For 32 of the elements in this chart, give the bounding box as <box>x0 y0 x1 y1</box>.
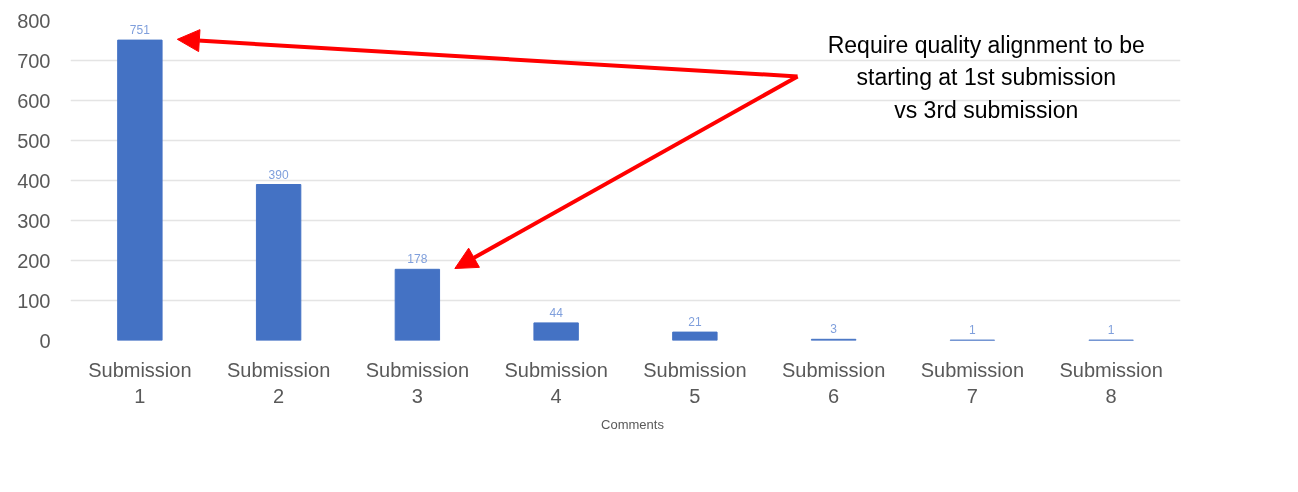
data-label: 390 <box>268 167 289 182</box>
data-label: 178 <box>407 252 428 267</box>
data-label: 3 <box>830 322 838 337</box>
y-tick-label: 500 <box>17 129 51 152</box>
data-label: 44 <box>549 305 564 320</box>
y-tick-label: 700 <box>17 49 51 72</box>
x-tick-label: Submission 4 <box>504 358 608 407</box>
bar <box>672 331 718 341</box>
y-tick-label: 100 <box>17 289 51 312</box>
bar <box>255 184 302 341</box>
data-label: 21 <box>688 315 702 330</box>
x-tick-label: Submission 7 <box>920 358 1025 407</box>
x-tick-label: Submission 8 <box>1059 358 1163 407</box>
text: Comments <box>601 416 664 432</box>
bar <box>394 268 441 341</box>
y-tick-label: 300 <box>17 209 51 232</box>
y-tick-label: 600 <box>17 89 51 112</box>
data-label: 1 <box>1107 323 1115 338</box>
y-tick-label: 200 <box>17 249 51 272</box>
y-tick-label: 0 <box>39 329 51 352</box>
y-tick-label: 400 <box>17 169 51 192</box>
data-label: 751 <box>129 23 151 38</box>
bar <box>117 39 163 341</box>
x-tick-label: Submission 6 <box>781 358 886 407</box>
x-tick-label: Submission 3 <box>365 358 470 407</box>
x-tick-label: Submission 2 <box>226 358 331 407</box>
data-label: 1 <box>969 323 977 338</box>
annotation: Require quality alignment to be starting at 1st submission vs 3rd submission <box>827 31 1145 124</box>
bar <box>533 322 579 341</box>
y-tick-label: 800 <box>17 9 51 32</box>
x-tick-label: Submission 5 <box>643 358 747 407</box>
x-tick-label: Submission 1 <box>88 358 192 407</box>
